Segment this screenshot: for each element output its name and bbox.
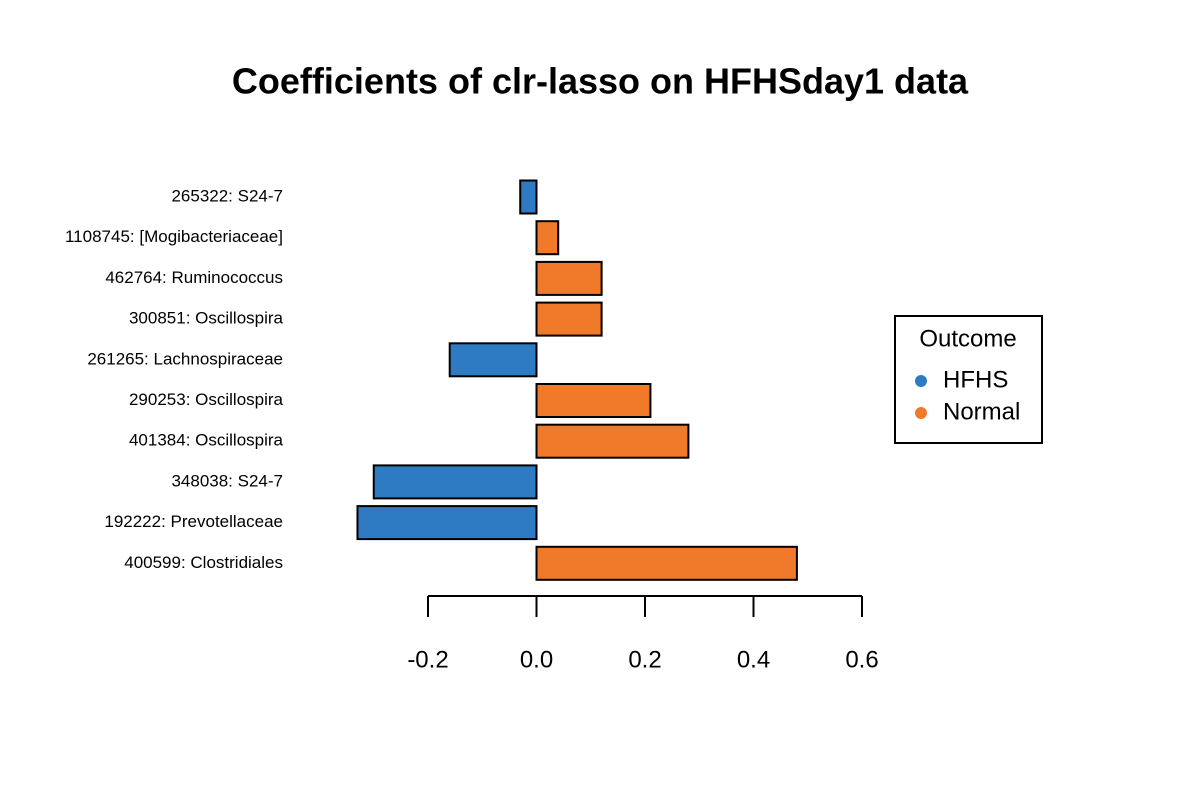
legend-title: Outcome [919, 325, 1016, 352]
bar [535, 260, 603, 296]
bar [372, 464, 538, 500]
x-tick-label: 0.6 [845, 646, 878, 673]
bar [535, 545, 798, 581]
y-tick-label: 265322: S24-7 [171, 186, 283, 205]
bar [519, 179, 538, 215]
x-tick-label: -0.2 [407, 646, 448, 673]
legend-marker [915, 407, 927, 419]
x-tick-label: 0.0 [520, 646, 553, 673]
legend-label: HFHS [943, 366, 1008, 393]
legend-marker [915, 375, 927, 387]
y-tick-label: 348038: S24-7 [171, 471, 283, 490]
x-tick-label: 0.2 [628, 646, 661, 673]
bar [535, 301, 603, 337]
bar [535, 383, 652, 418]
y-tick-label: 290253: Oscillospira [129, 390, 284, 409]
y-tick-label: 400599: Clostridiales [124, 553, 283, 572]
bar [356, 505, 538, 541]
y-tick-label: 462764: Ruminococcus [105, 268, 283, 287]
bar [535, 423, 690, 459]
y-tick-label: 1108745: [Mogibacteriaceae] [65, 227, 283, 246]
bar [448, 342, 538, 378]
y-tick-label: 401384: Oscillospira [129, 431, 284, 450]
x-tick-label: 0.4 [737, 646, 770, 673]
legend-label: Normal [943, 398, 1020, 425]
y-tick-label: 261265: Lachnospiraceae [87, 349, 283, 368]
bar [535, 220, 560, 256]
y-tick-label: 192222: Prevotellaceae [104, 512, 283, 531]
y-tick-label: 300851: Oscillospira [129, 309, 284, 328]
chart-title: Coefficients of clr-lasso on HFHSday1 da… [232, 61, 969, 102]
